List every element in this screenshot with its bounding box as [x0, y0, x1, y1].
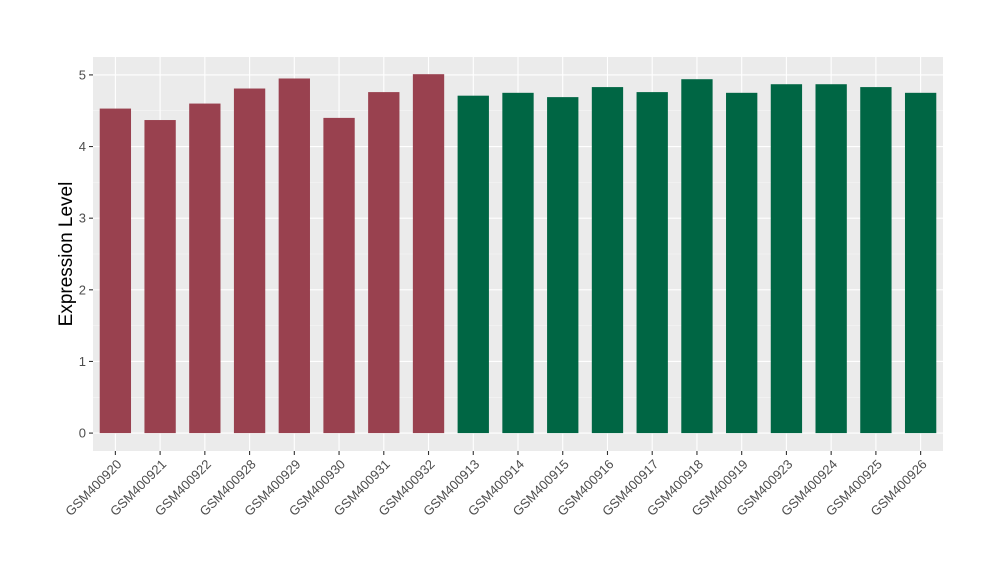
bar-GSM400914	[502, 92, 534, 434]
bar-GSM400932	[412, 74, 445, 434]
bars	[99, 74, 937, 434]
bar-GSM400915	[547, 97, 579, 434]
bar-GSM400918	[681, 79, 713, 434]
bar-GSM400923	[770, 84, 803, 434]
bar-GSM400931	[368, 92, 400, 434]
x-axis: GSM400920GSM400921GSM400922GSM400928GSM4…	[62, 451, 930, 519]
bar-GSM400916	[591, 87, 624, 434]
bar-GSM400922	[189, 103, 221, 434]
bar-GSM400919	[726, 92, 758, 434]
bar-GSM400926	[904, 92, 937, 434]
bar-GSM400921	[144, 120, 176, 434]
bar-GSM400924	[815, 84, 847, 434]
y-axis: 0 1 2 3 4 5	[79, 67, 93, 441]
y-tick-label: 4	[79, 139, 86, 154]
y-tick-label: 5	[79, 67, 86, 82]
bar-GSM400928	[233, 88, 266, 434]
y-axis-label: Expression Level	[56, 182, 77, 327]
bar-GSM400930	[323, 117, 355, 434]
y-tick-label: 2	[79, 282, 86, 297]
y-tick-label: 0	[79, 426, 86, 441]
bar-GSM400920	[99, 108, 132, 434]
bar-GSM400925	[860, 87, 892, 434]
bar-GSM400929	[278, 78, 310, 434]
y-tick-label: 3	[79, 211, 86, 226]
bar-GSM400917	[636, 92, 668, 434]
y-tick-label: 1	[79, 354, 86, 369]
bar-GSM400913	[457, 95, 489, 434]
